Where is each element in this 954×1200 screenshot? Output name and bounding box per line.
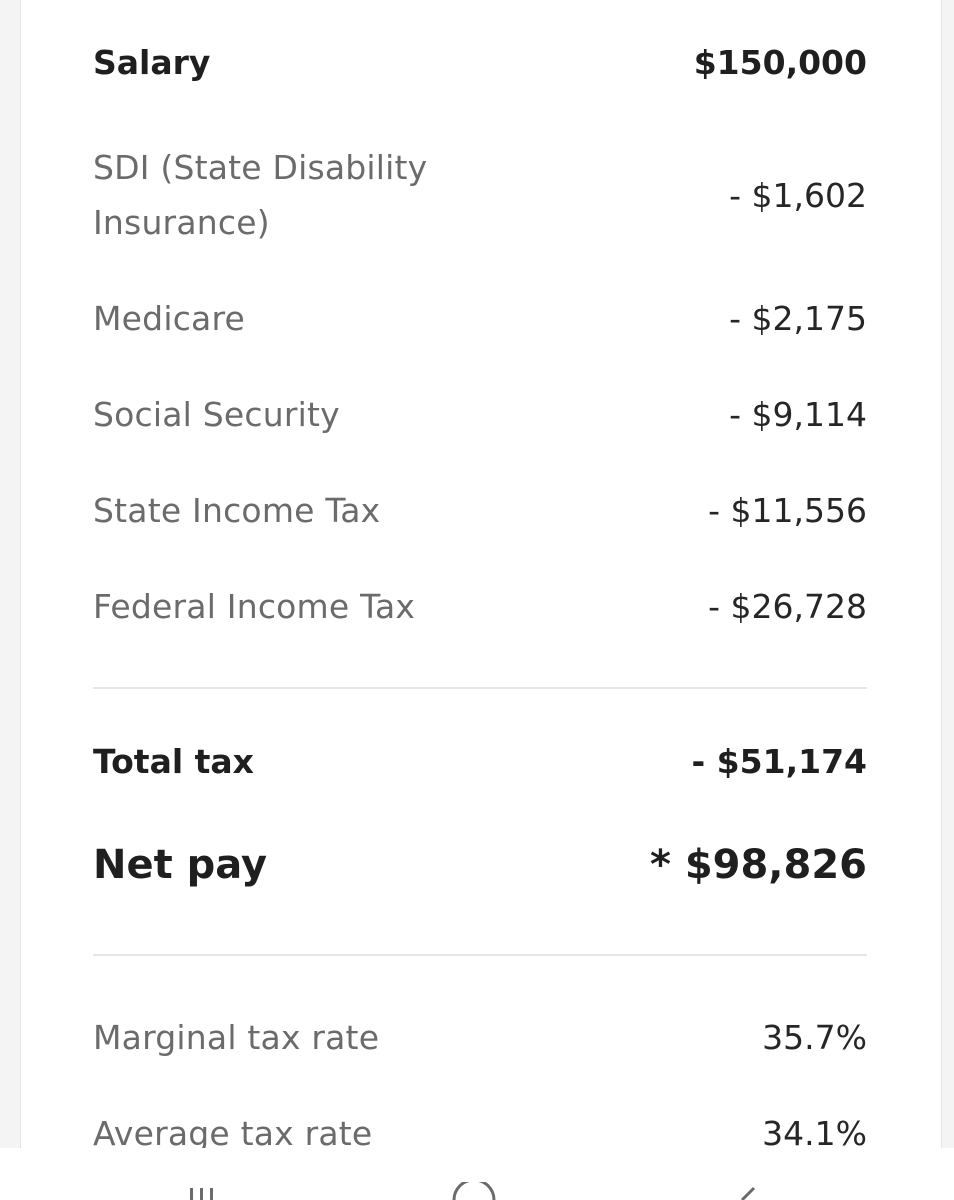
federal-income-tax-value: - $26,728 <box>708 587 867 626</box>
back-icon[interactable] <box>724 1182 764 1200</box>
recent-apps-icon[interactable] <box>186 1182 230 1200</box>
salary-label: Salary <box>93 43 211 82</box>
marginal-tax-rate-label: Marginal tax rate <box>93 1018 380 1057</box>
total-tax-value: - $51,174 <box>691 742 868 781</box>
android-navigation-bar <box>0 1148 954 1200</box>
tax-breakdown-card: Salary $150,000 SDI (State Disability In… <box>20 0 942 1160</box>
sdi-value: - $1,602 <box>729 175 867 215</box>
net-pay-row: Net pay * $98,826 <box>93 842 867 888</box>
total-tax-label: Total tax <box>93 742 254 781</box>
marginal-tax-rate-row: Marginal tax rate 35.7% <box>93 1010 867 1065</box>
average-tax-rate-label: Average tax rate <box>93 1114 373 1153</box>
sdi-label: SDI (State Disability Insurance) <box>93 148 428 242</box>
federal-income-tax-row: Federal Income Tax - $26,728 <box>93 579 867 634</box>
net-pay-value: * $98,826 <box>649 842 867 888</box>
salary-value: $150,000 <box>693 43 867 82</box>
divider <box>93 687 867 689</box>
social-security-label: Social Security <box>93 395 340 434</box>
state-income-tax-value: - $11,556 <box>708 491 867 530</box>
federal-income-tax-label: Federal Income Tax <box>93 587 416 626</box>
average-tax-rate-row: Average tax rate 34.1% <box>93 1106 867 1161</box>
salary-row: Salary $150,000 <box>93 43 867 82</box>
state-income-tax-label: State Income Tax <box>93 491 381 530</box>
medicare-value: - $2,175 <box>729 299 867 338</box>
home-icon[interactable] <box>450 1182 498 1200</box>
marginal-tax-rate-value: 35.7% <box>762 1018 867 1057</box>
sdi-row: SDI (State Disability Insurance) - $1,60… <box>93 140 867 250</box>
net-pay-label: Net pay <box>93 842 268 888</box>
social-security-row: Social Security - $9,114 <box>93 387 867 442</box>
state-income-tax-row: State Income Tax - $11,556 <box>93 483 867 538</box>
medicare-label: Medicare <box>93 299 246 338</box>
medicare-row: Medicare - $2,175 <box>93 291 867 346</box>
total-tax-row: Total tax - $51,174 <box>93 742 867 781</box>
divider <box>93 954 867 956</box>
social-security-value: - $9,114 <box>729 395 867 434</box>
average-tax-rate-value: 34.1% <box>762 1114 867 1153</box>
